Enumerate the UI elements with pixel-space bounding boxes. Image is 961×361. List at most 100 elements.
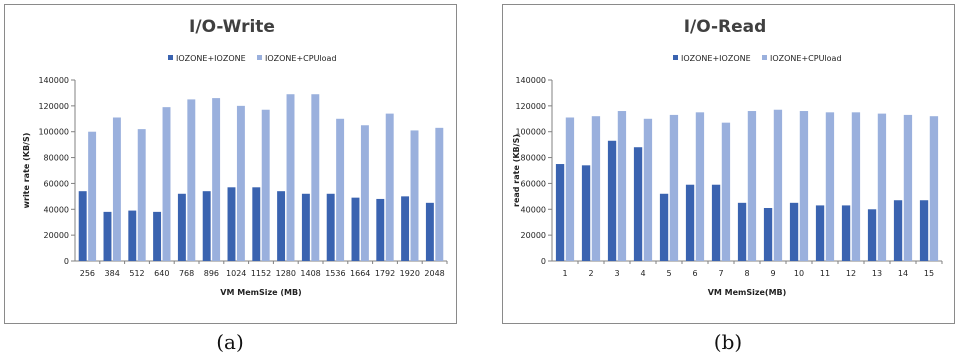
read-bar-s1-15	[919, 200, 929, 261]
read-y-tick-label-0: 0	[541, 257, 546, 266]
read-x-tick-label-9: 10	[794, 269, 804, 278]
read-bar-s2-7	[721, 122, 731, 262]
write-bar-s2-384	[112, 117, 121, 261]
read-y-tick-label-6: 120000	[515, 102, 546, 111]
read-legend-label-2: IOZONE+CPUload	[770, 54, 842, 63]
read-bar-s2-12	[851, 112, 861, 261]
read-bar-s1-8	[737, 202, 747, 261]
write-legend-swatch-1	[168, 55, 173, 60]
read-bar-s2-2	[591, 116, 601, 261]
write-bar-s1-1536	[326, 193, 335, 261]
write-bar-s1-1664	[351, 197, 360, 261]
read-legend-swatch-2	[762, 55, 767, 60]
write-bar-s1-256	[78, 191, 87, 261]
read-y-tick-label-2: 40000	[521, 205, 546, 214]
read-x-tick-label-1: 2	[588, 269, 593, 278]
write-chart-title: I/O-Write	[189, 17, 275, 37]
read-chart-title: I/O-Read	[684, 17, 767, 37]
write-bar-s2-1408	[311, 94, 320, 261]
write-x-tick-label-12: 1792	[375, 269, 395, 278]
read-x-tick-label-10: 11	[820, 269, 830, 278]
write-bar-s1-640	[153, 211, 162, 261]
read-bar-s1-10	[789, 202, 799, 261]
read-x-tick-label-11: 12	[846, 269, 856, 278]
read-y-tick-label-4: 80000	[521, 154, 546, 163]
caption-b: (b)	[713, 330, 743, 354]
write-bar-s1-1152	[252, 187, 261, 261]
read-y-tick-label-1: 20000	[521, 231, 546, 240]
read-bar-s1-9	[763, 207, 773, 261]
write-y-tick-label-5: 100000	[38, 128, 69, 137]
chart-panel-write: I/O-Write IOZONE+IOZONE IOZONE+CPUload 0 200…	[4, 4, 457, 324]
read-bar-s2-4	[643, 118, 653, 262]
write-bar-s2-896	[212, 98, 221, 261]
read-bar-s2-1	[565, 117, 575, 261]
write-y-tick-label-4: 80000	[44, 154, 69, 163]
write-x-tick-label-13: 1920	[400, 269, 420, 278]
write-x-tick-label-3: 640	[154, 269, 169, 278]
write-x-tick-label-0: 256	[80, 269, 95, 278]
write-x-tick-label-7: 1152	[251, 269, 271, 278]
write-x-tick-label-11: 1664	[350, 269, 370, 278]
read-bar-s2-8	[747, 111, 757, 262]
chart-panel-read: I/O-Read IOZONE+IOZONE IOZONE+CPUload 0 2000…	[502, 4, 955, 324]
write-legend-label-1: IOZONE+IOZONE	[176, 54, 246, 63]
write-bar-s1-1024	[227, 187, 236, 261]
write-legend-label-2: IOZONE+CPUload	[265, 54, 337, 63]
read-bar-s1-3	[607, 140, 617, 261]
read-x-tick-label-3: 4	[640, 269, 645, 278]
write-bar-s1-896	[202, 191, 211, 261]
read-x-axis-label: VM MemSize(MB)	[708, 288, 787, 297]
read-bar-s2-10	[799, 111, 809, 262]
read-x-tick-label-7: 8	[744, 269, 749, 278]
read-bar-s1-2	[581, 165, 591, 261]
write-y-axis-label: write rate (KB/S)	[22, 133, 31, 209]
write-bar-s2-1664	[360, 125, 369, 261]
read-y-tick-label-3: 60000	[521, 179, 546, 188]
read-bar-s1-5	[659, 193, 669, 261]
write-bar-s1-512	[128, 210, 137, 261]
write-bar-s2-1152	[261, 109, 270, 261]
read-legend-swatch-1	[673, 55, 678, 60]
write-bar-s1-1280	[277, 191, 286, 261]
read-x-tick-label-12: 13	[872, 269, 882, 278]
read-x-tick-label-6: 7	[718, 269, 723, 278]
read-x-tick-label-14: 15	[924, 269, 934, 278]
write-y-tick-label-0: 0	[64, 257, 69, 266]
read-bar-s1-4	[633, 147, 643, 261]
write-y-tick-label-1: 20000	[44, 231, 69, 240]
write-chart-svg: I/O-Write IOZONE+IOZONE IOZONE+CPUload 0 200…	[22, 17, 448, 297]
read-x-tick-label-0: 1	[562, 269, 567, 278]
read-bar-s2-14	[903, 114, 913, 262]
write-x-tick-label-10: 1536	[325, 269, 345, 278]
write-x-tick-label-9: 1408	[300, 269, 320, 278]
read-bar-s2-15	[929, 116, 939, 261]
write-x-tick-label-1: 384	[105, 269, 120, 278]
write-x-tick-label-8: 1280	[276, 269, 296, 278]
write-bar-s2-256	[88, 131, 97, 261]
read-legend-label-1: IOZONE+IOZONE	[681, 54, 751, 63]
read-bar-s1-6	[685, 184, 695, 261]
read-bar-s2-5	[669, 114, 679, 262]
write-y-tick-label-2: 40000	[44, 205, 69, 214]
write-bar-s2-512	[137, 129, 146, 261]
read-x-tick-label-8: 9	[770, 269, 775, 278]
write-bar-s2-1536	[336, 118, 345, 262]
read-bar-s2-9	[773, 109, 783, 261]
write-bar-s1-768	[177, 193, 186, 261]
write-bar-s2-640	[162, 107, 171, 262]
write-bar-s2-1024	[236, 105, 245, 261]
read-y-tick-label-5: 100000	[515, 128, 546, 137]
write-x-tick-label-4: 768	[179, 269, 194, 278]
write-x-axis-label: VM MemSize (MB)	[220, 288, 301, 297]
write-bar-s2-768	[187, 99, 196, 262]
read-bar-s1-11	[815, 205, 825, 261]
write-bar-s2-1280	[286, 94, 295, 261]
read-bar-s1-14	[893, 200, 903, 261]
write-x-tick-label-5: 896	[204, 269, 219, 278]
read-bar-s1-1	[555, 164, 565, 261]
write-y-tick-label-7: 140000	[38, 76, 69, 85]
write-bar-s1-1408	[301, 193, 310, 261]
read-bar-s2-6	[695, 112, 705, 261]
write-x-tick-label-2: 512	[129, 269, 144, 278]
